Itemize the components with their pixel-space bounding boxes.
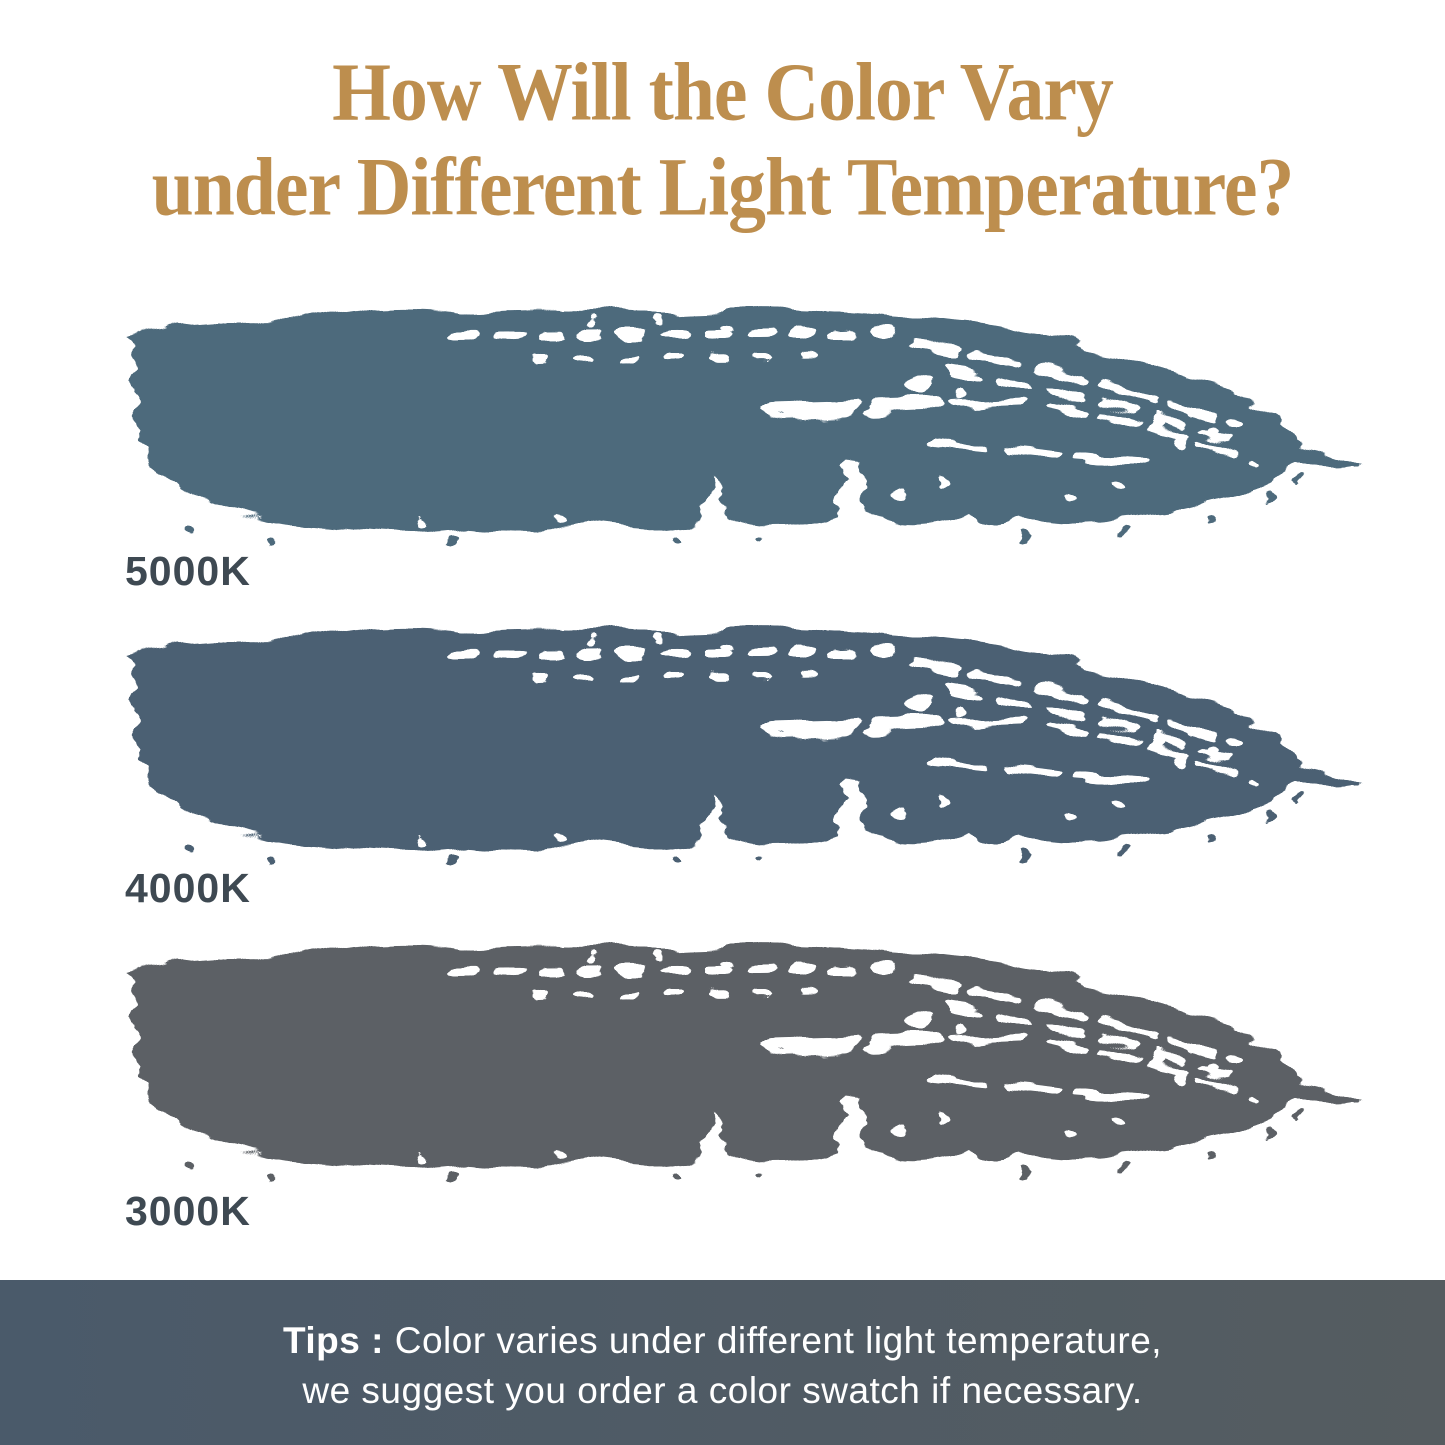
paint-stroke-shape bbox=[130, 944, 1359, 1184]
tips-label: Tips : bbox=[282, 1320, 384, 1361]
swatch-label-3000k: 3000K bbox=[125, 1188, 251, 1234]
paint-swatch-5000k bbox=[118, 292, 1363, 562]
tips-line-1: Tips : Color varies under different ligh… bbox=[0, 1316, 1445, 1366]
swatch-label-4000k: 4000K bbox=[125, 865, 251, 911]
tips-line-2: we suggest you order a color swatch if n… bbox=[302, 1370, 1143, 1411]
swatch-label-5000k: 5000K bbox=[125, 548, 251, 594]
paint-stroke-shape bbox=[130, 627, 1359, 867]
tips-footer: Tips : Color varies under different ligh… bbox=[0, 1280, 1445, 1445]
page-title: How Will the Color Vary under Different … bbox=[22, 44, 1424, 235]
paint-swatch-3000k bbox=[118, 928, 1363, 1198]
title-line-2: under Different Light Temperature? bbox=[151, 140, 1295, 233]
paint-stroke-shape bbox=[130, 308, 1359, 548]
tips-text-1: Color varies under different light tempe… bbox=[394, 1320, 1163, 1361]
paint-swatch-4000k bbox=[118, 611, 1363, 881]
title-line-1: How Will the Color Vary bbox=[332, 45, 1114, 138]
